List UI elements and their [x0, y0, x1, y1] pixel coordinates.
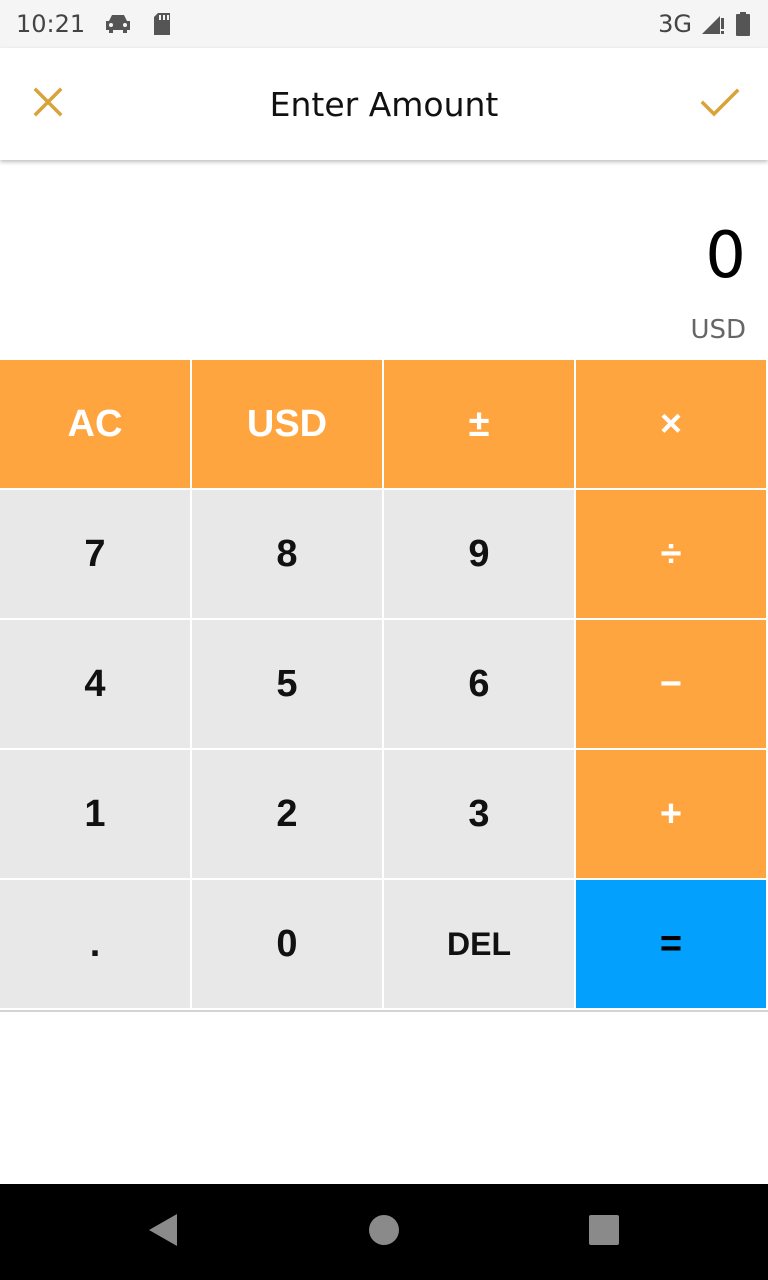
car-icon: [103, 12, 133, 36]
digit-9-button[interactable]: 9: [384, 490, 574, 618]
home-icon: [368, 1214, 400, 1250]
digit-7-button[interactable]: 7: [0, 490, 190, 618]
currency-label: USD: [690, 315, 746, 345]
close-icon: [32, 86, 64, 122]
home-button[interactable]: [360, 1208, 408, 1256]
sd-card-icon: [151, 12, 173, 36]
amount-value: 0: [705, 219, 746, 293]
digit-1-button[interactable]: 1: [0, 750, 190, 878]
status-bar: 10:21 3G: [0, 0, 768, 48]
digit-3-button[interactable]: 3: [384, 750, 574, 878]
recents-icon: [589, 1215, 619, 1249]
amount-display: 0 USD: [0, 160, 768, 360]
signal-icon: [700, 12, 726, 36]
confirm-button[interactable]: [692, 76, 748, 132]
add-button[interactable]: +: [576, 750, 766, 878]
clear-button[interactable]: AC: [0, 360, 190, 488]
close-button[interactable]: [20, 76, 76, 132]
digit-4-button[interactable]: 4: [0, 620, 190, 748]
subtract-button[interactable]: −: [576, 620, 766, 748]
digit-2-button[interactable]: 2: [192, 750, 382, 878]
network-type: 3G: [658, 10, 692, 38]
divide-button[interactable]: ÷: [576, 490, 766, 618]
multiply-button[interactable]: ×: [576, 360, 766, 488]
digit-6-button[interactable]: 6: [384, 620, 574, 748]
equals-button[interactable]: =: [576, 880, 766, 1008]
decimal-point-button[interactable]: .: [0, 880, 190, 1008]
keypad: AC USD ± × 7 8 9 ÷ 4 5 6 − 1 2 3 + . 0 D…: [0, 360, 768, 1012]
status-time: 10:21: [16, 10, 86, 38]
back-icon: [145, 1212, 179, 1252]
digit-0-button[interactable]: 0: [192, 880, 382, 1008]
digit-8-button[interactable]: 8: [192, 490, 382, 618]
digit-5-button[interactable]: 5: [192, 620, 382, 748]
check-icon: [700, 86, 740, 122]
recents-button[interactable]: [580, 1208, 628, 1256]
page-title: Enter Amount: [269, 84, 499, 124]
navigation-bar: [0, 1184, 768, 1280]
plus-minus-button[interactable]: ±: [384, 360, 574, 488]
delete-button[interactable]: DEL: [384, 880, 574, 1008]
back-button[interactable]: [138, 1208, 186, 1256]
app-toolbar: Enter Amount: [0, 48, 768, 160]
battery-icon: [734, 11, 752, 37]
currency-button[interactable]: USD: [192, 360, 382, 488]
